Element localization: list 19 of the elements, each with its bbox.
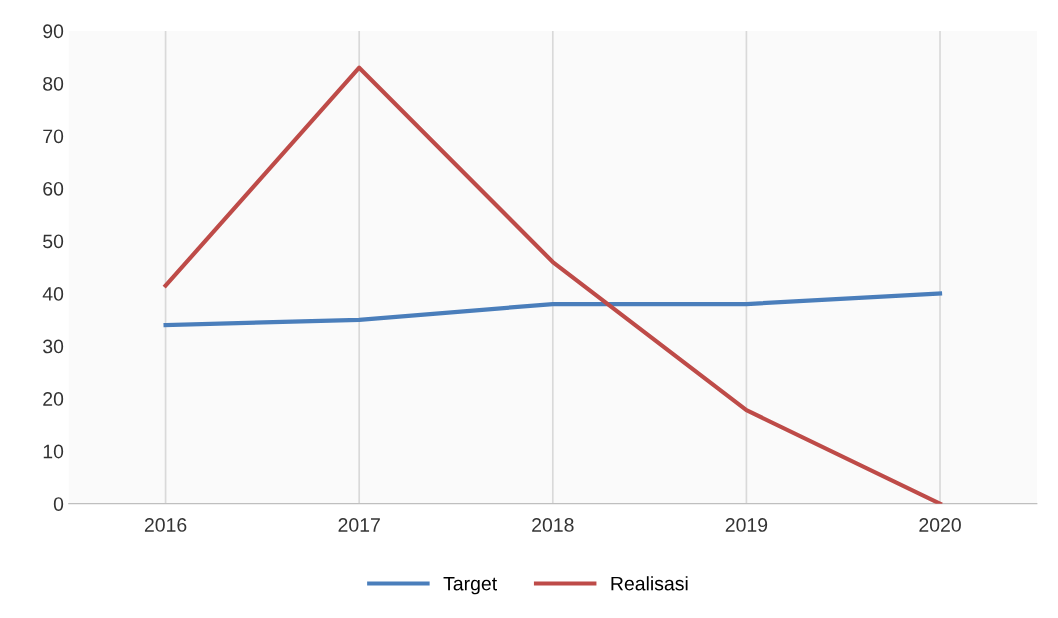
legend-label: Realisasi bbox=[611, 576, 688, 591]
line-series bbox=[163, 65, 943, 504]
x-tick-label: 2017 bbox=[338, 518, 380, 532]
y-tick-label: 80 bbox=[43, 76, 64, 91]
legend-label: Target bbox=[443, 576, 497, 595]
y-tick-label: 0 bbox=[53, 497, 64, 511]
y-tick-label: 10 bbox=[43, 444, 64, 459]
x-tick-label: 2019 bbox=[725, 518, 768, 532]
line-series bbox=[163, 291, 943, 328]
x-tick-label: 2020 bbox=[919, 518, 961, 532]
x-tick-label: 2018 bbox=[532, 518, 574, 532]
x-tick-label: 2016 bbox=[144, 518, 187, 532]
y-tick-label: 70 bbox=[43, 129, 64, 144]
y-tick-label: 50 bbox=[43, 234, 64, 249]
y-tick-label: 40 bbox=[42, 287, 64, 301]
y-tick-label: 60 bbox=[43, 181, 64, 196]
y-tick-label: 20 bbox=[43, 392, 64, 406]
y-tick-label: 30 bbox=[43, 339, 64, 354]
y-tick-label: 90 bbox=[43, 24, 64, 39]
